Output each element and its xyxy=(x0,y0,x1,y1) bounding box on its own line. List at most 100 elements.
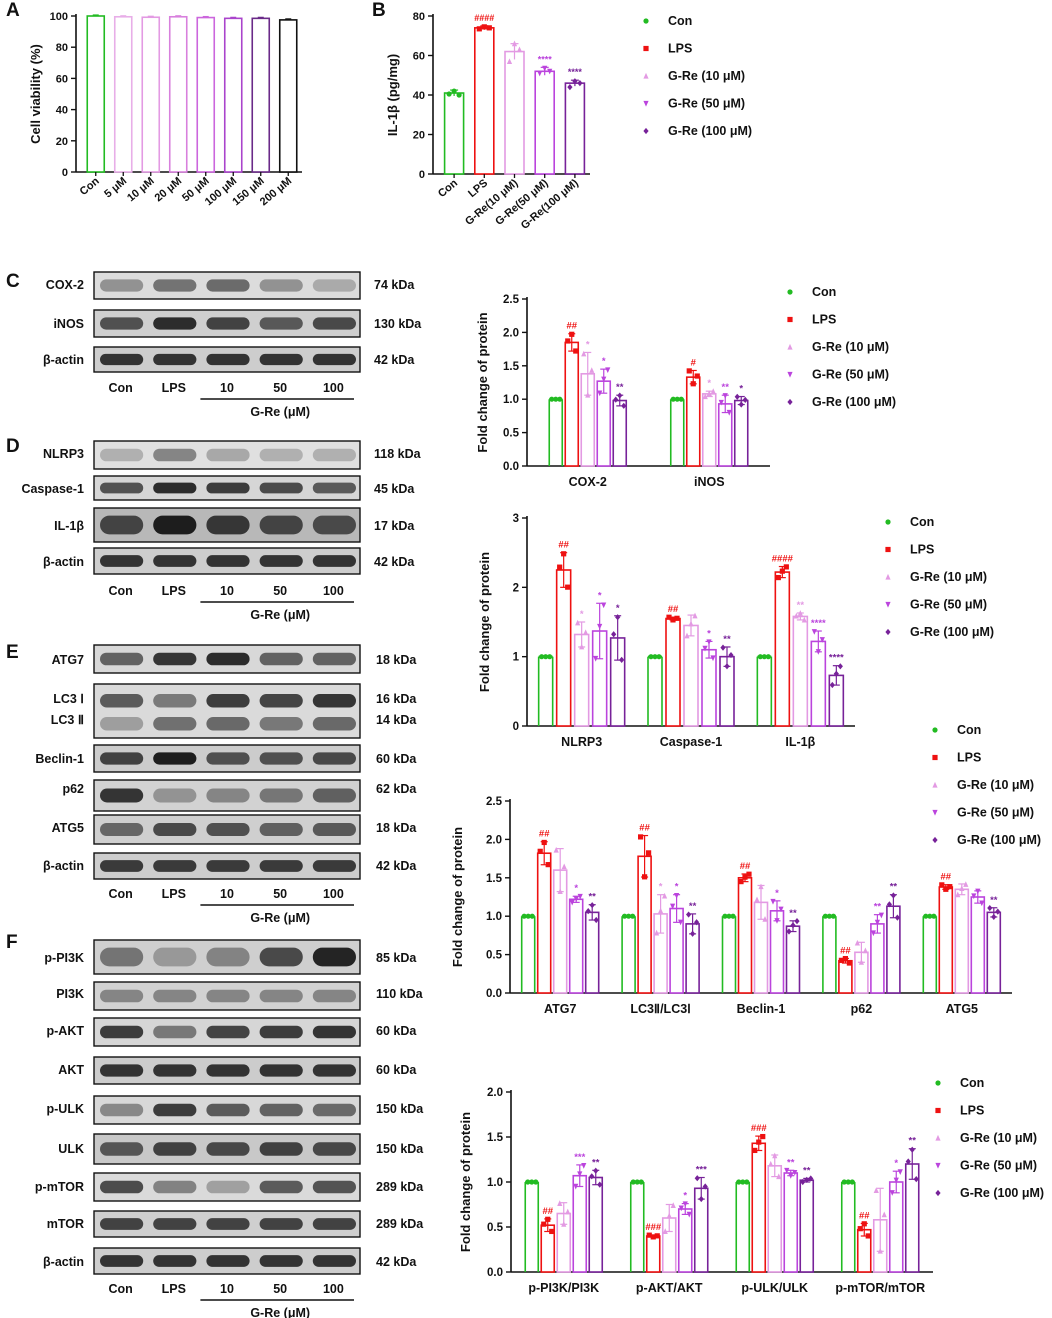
y-tick-label: 1.5 xyxy=(503,361,520,373)
legend-entry: G-Re (100 μM) xyxy=(960,1186,1044,1200)
blot-band xyxy=(153,860,197,872)
data-point xyxy=(762,916,768,922)
blot-band xyxy=(100,1180,144,1194)
panel-letter-b: B xyxy=(372,0,386,21)
bar xyxy=(733,399,749,467)
blot-band-row xyxy=(93,814,361,845)
blot-band xyxy=(259,752,303,765)
lane-label: 100 xyxy=(323,381,344,395)
significance-label: ** xyxy=(616,382,624,393)
significance-label: * xyxy=(580,609,584,620)
blot-band xyxy=(100,1064,144,1077)
blot-band xyxy=(153,694,197,708)
data-point xyxy=(702,393,708,400)
data-point xyxy=(646,850,652,856)
y-tick-label: 0 xyxy=(62,167,68,179)
data-point xyxy=(865,1233,871,1239)
blot-band xyxy=(100,1025,144,1039)
data-point xyxy=(778,906,784,913)
bar xyxy=(751,1142,767,1273)
blot-frame xyxy=(93,981,361,1011)
bar xyxy=(683,624,699,727)
blot-band xyxy=(259,448,303,462)
blot-band xyxy=(206,1103,250,1117)
data-point xyxy=(516,46,523,53)
data-point xyxy=(738,401,744,408)
bar xyxy=(443,92,465,175)
lane-label: 10 xyxy=(220,584,234,598)
blot-band xyxy=(153,279,197,292)
blot-band xyxy=(206,788,250,803)
blot-band-row xyxy=(93,1017,361,1047)
data-point xyxy=(451,88,457,94)
bar xyxy=(86,15,106,173)
data-point xyxy=(688,620,694,627)
data-point xyxy=(525,1179,531,1185)
data-point xyxy=(561,551,567,557)
x-category-label: iNOS xyxy=(694,475,725,489)
panel-c-chart: 0.0 0.5 1.0 1.5 2.0 2.5 Fold change of protein… xyxy=(475,294,770,489)
data-point xyxy=(800,1178,806,1186)
data-point xyxy=(646,1232,652,1238)
data-point xyxy=(589,1173,595,1180)
kda-label: 16 kDa xyxy=(376,692,417,706)
blot-band xyxy=(206,1255,250,1267)
blot-label: p62 xyxy=(62,782,84,796)
blot-band xyxy=(312,1218,356,1230)
blot-band xyxy=(100,694,144,708)
bar xyxy=(278,19,298,173)
legend-entry: LPS xyxy=(812,313,836,327)
lane-label: 50 xyxy=(273,381,287,395)
data-point xyxy=(541,1221,547,1227)
data-point xyxy=(736,1179,742,1185)
data-point xyxy=(931,913,937,919)
blot-band xyxy=(153,1103,197,1117)
y-tick-label: 2.0 xyxy=(486,834,502,846)
data-point xyxy=(575,619,581,626)
data-point xyxy=(885,573,891,580)
blot-band xyxy=(312,947,356,967)
legend-entry: G-Re (10 μM) xyxy=(910,570,987,584)
data-point xyxy=(885,628,891,636)
significance-label: *** xyxy=(696,1165,707,1176)
significance-label: **** xyxy=(811,618,826,629)
data-point xyxy=(694,1175,700,1182)
data-point xyxy=(557,1200,563,1207)
legend: Con LPS G-Re (10 μM) G-Re (50 μM) G-Re (100 … xyxy=(932,723,1041,847)
data-point xyxy=(845,1179,851,1185)
blot-band xyxy=(312,989,356,1003)
blot-band xyxy=(100,752,144,765)
blot-band-row xyxy=(93,981,361,1011)
data-point xyxy=(557,888,563,895)
data-point xyxy=(927,913,933,919)
data-point xyxy=(730,913,736,919)
blot-band xyxy=(153,788,197,803)
data-point xyxy=(808,1175,814,1182)
legend-entry: G-Re (50 μM) xyxy=(957,806,1034,820)
blot-band-row xyxy=(93,779,361,812)
data-point xyxy=(643,72,649,79)
bar xyxy=(196,16,216,173)
data-point xyxy=(569,899,575,906)
data-point xyxy=(642,874,648,880)
data-point xyxy=(567,84,573,91)
y-tick-label: 100 xyxy=(50,11,68,23)
blot-band xyxy=(259,860,303,872)
x-category-label: ATG7 xyxy=(544,1002,576,1016)
data-point xyxy=(787,343,793,350)
y-tick-label: 1.0 xyxy=(487,1177,503,1189)
x-category-label: NLRP3 xyxy=(561,735,602,749)
significance-label: #### xyxy=(772,554,794,565)
data-point xyxy=(726,913,732,919)
data-point xyxy=(670,396,676,402)
blot-band xyxy=(206,989,250,1003)
x-category-label: p-AKT/AKT xyxy=(636,1281,703,1295)
data-point xyxy=(923,913,929,919)
kda-label: 42 kDa xyxy=(376,1255,417,1269)
lane-label: 100 xyxy=(323,1282,344,1296)
y-axis-label: Fold change of protein xyxy=(477,552,492,692)
data-point xyxy=(589,367,595,373)
data-point xyxy=(585,391,591,398)
bar xyxy=(534,70,556,175)
data-point xyxy=(565,584,571,590)
